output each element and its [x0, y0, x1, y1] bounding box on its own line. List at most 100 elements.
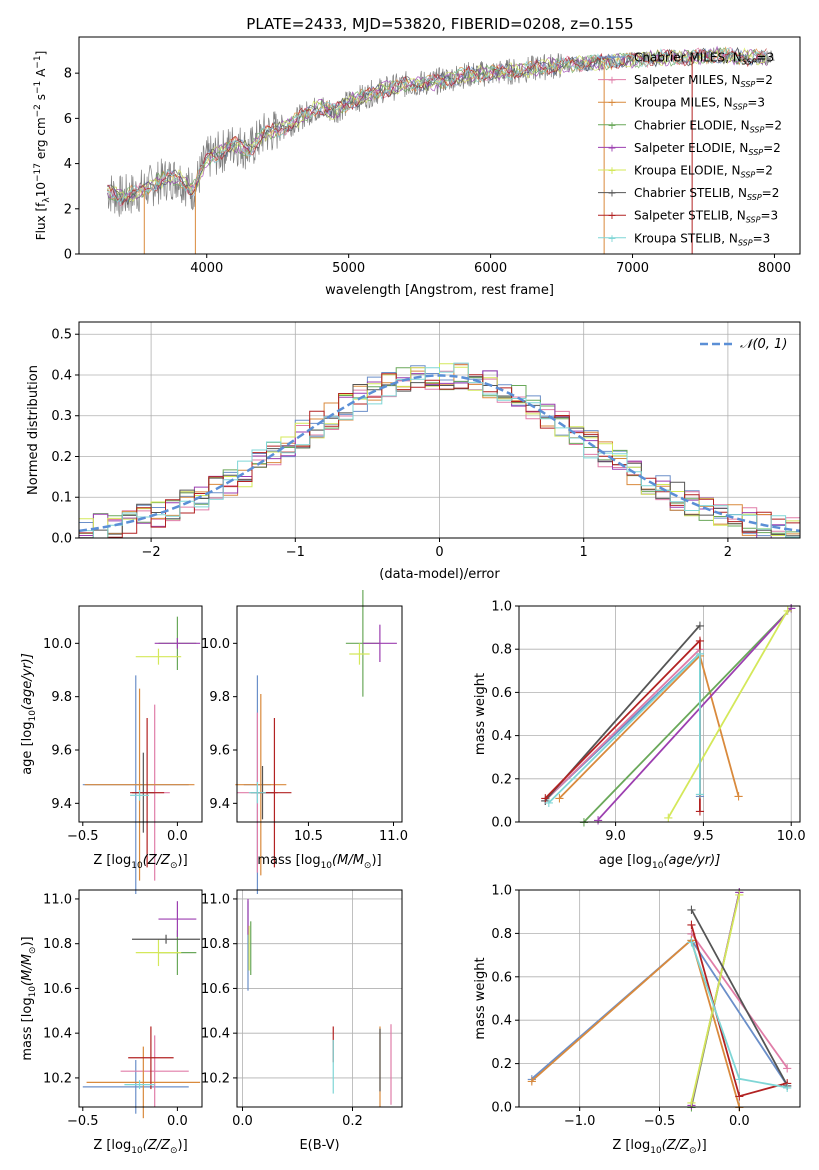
legend-entry-part: SSP: [741, 80, 756, 89]
y-tick-label: 0: [64, 248, 72, 263]
x-tick-label: 9.0: [605, 829, 626, 844]
y-tick-label: 10.0: [43, 637, 72, 652]
legend-entry-part: =2: [755, 73, 773, 87]
model-spectrum-line: [107, 46, 767, 206]
weight-line: [597, 607, 792, 821]
legend-marker: +: [607, 119, 616, 132]
weight-marker: +: [593, 813, 604, 828]
panel-weight-vs-age: ++++++++++++++++++++++9.0 9.5 10.0 0.0 0.2 0.…: [473, 600, 806, 872]
axes-frame: [78, 36, 801, 255]
weight-marker: +: [734, 1090, 745, 1105]
x-axis-label: age [log10(age/yr)]: [599, 853, 721, 871]
x-axis-label-part: (M/M: [332, 853, 364, 868]
x-axis-label-part: )]: [178, 1138, 188, 1153]
x-tick-label: 0: [435, 545, 443, 560]
y-tick-label: 0.4: [491, 729, 512, 744]
y-tick-label: 2: [64, 202, 72, 217]
legend-entry: Kroupa STELIB, NSSP=3: [634, 231, 770, 247]
weight-marker: +: [686, 1096, 697, 1111]
y-tick-label: 8: [64, 67, 72, 82]
y-axis-label-part: )]: [20, 936, 35, 946]
x-axis-label: mass [log10(M/M⊙)]: [257, 853, 381, 871]
x-axis-label-part: mass [log: [257, 853, 320, 868]
y-tick-label: 11.0: [201, 892, 230, 907]
weight-marker: +: [543, 796, 554, 811]
plot-area: [82, 616, 201, 894]
axes-frame: [518, 605, 801, 823]
legend-marker: +: [607, 74, 616, 87]
panel-residuals: −2 −1 0 1 2 0.0 0.1 0.2 0.3 0.4 0.5 (data-model)/er…: [26, 321, 801, 582]
x-tick-label: −0.5: [644, 1114, 676, 1129]
legend-entry-part: Chabrier STELIB, N: [634, 186, 747, 200]
weight-marker: +: [782, 604, 793, 619]
x-axis-label: Z [log10(Z/Z⊙)]: [612, 1138, 706, 1156]
y-axis-label: Flux [fλ10−17 erg cm−2 s−1 A−1]: [33, 51, 52, 241]
legend-entry: Chabrier STELIB, NSSP=2: [634, 186, 779, 202]
legend-entry-part: Kroupa MILES, N: [634, 96, 733, 110]
x-axis-label-part: 10: [131, 861, 143, 871]
plot-area: ++++++++++++++++++++++: [526, 886, 792, 1116]
y-axis-label-part: mass [log: [20, 997, 35, 1060]
x-tick-label: 0.2: [342, 1114, 363, 1129]
legend-entry-part: Chabrier MILES, N: [634, 51, 742, 65]
weight-marker: +: [554, 792, 565, 807]
model-spectrum-line: [107, 47, 767, 201]
weight-line: [690, 941, 788, 1089]
plot-area: [247, 898, 392, 1107]
panel-age-vs-mass: 10.5 11.0 9.4 9.6 9.8 10.0 mass [log10(M/M⊙)]: [201, 590, 408, 894]
x-axis-label-part: )]: [371, 853, 381, 868]
legend-entry-part: Salpeter MILES, N: [634, 73, 741, 87]
axes-frame: [236, 889, 403, 1108]
y-axis-label-part: 10: [28, 986, 38, 998]
y-tick-label: 0.6: [491, 970, 512, 985]
y-tick-label: 1.0: [491, 884, 512, 899]
weight-marker: +: [734, 1072, 745, 1087]
panel-spectrum: 4000 5000 6000 7000 8000 0 2 4 6 8 wavelength [Ang…: [33, 36, 801, 298]
legend-entry: Chabrier MILES, NSSP=3: [634, 51, 774, 67]
y-axis-label-part: −17: [33, 163, 43, 182]
x-tick-label: 7000: [616, 261, 649, 276]
legend-entry: Salpeter MILES, NSSP=2: [634, 73, 773, 89]
x-tick-label: 0.0: [729, 1114, 750, 1129]
plot-area: [235, 590, 397, 894]
y-tick-label: 4: [64, 157, 72, 172]
legend-entry-part: =2: [762, 186, 780, 200]
x-tick-label: 0.0: [167, 1114, 188, 1129]
y-tick-label: 0.6: [491, 686, 512, 701]
weight-marker: +: [782, 1077, 793, 1092]
y-tick-label: 10.6: [43, 982, 72, 997]
y-tick-label: 9.6: [51, 744, 72, 759]
legend-entry-part: SSP: [742, 58, 757, 67]
residual-histogram: [79, 376, 800, 538]
weight-marker: +: [663, 811, 674, 826]
legend-entry-part: SSP: [748, 148, 763, 157]
legend-entry-part: Salpeter ELODIE, N: [634, 141, 748, 155]
y-tick-label: 0.4: [51, 368, 72, 383]
y-tick-label: 10.6: [201, 982, 230, 997]
model-spectrum-line: [107, 48, 767, 206]
weight-marker: +: [526, 1072, 537, 1087]
plot-area: [79, 362, 800, 538]
y-axis-label-part: A: [34, 68, 48, 81]
weight-marker: +: [526, 1074, 537, 1089]
y-tick-label: 0.3: [51, 409, 72, 424]
model-spectrum-line: [107, 47, 767, 204]
y-tick-label: 11.0: [43, 892, 72, 907]
residual-histogram: [79, 362, 800, 538]
legend-marker: +: [607, 187, 616, 200]
y-tick-label: 0.0: [491, 1101, 512, 1116]
plot-area: ++++++++++++++++++++++: [540, 602, 797, 831]
y-tick-label: 9.4: [51, 797, 72, 812]
y-tick-label: 0.0: [51, 532, 72, 547]
x-tick-label: 0.0: [232, 1114, 253, 1129]
legend-entry-part: SSP: [738, 238, 753, 247]
x-tick-label: 6000: [474, 261, 507, 276]
panel-weight-vs-Z: ++++++++++++++++++++++−1.0 −0.5 0.0 0.0 0.2 0…: [473, 884, 801, 1156]
x-axis-label-part: )]: [697, 1138, 707, 1153]
panel-mass-vs-ebv: 0.0 0.2 10.2 10.4 10.6 10.8 11.0 E(B-V): [201, 889, 403, 1153]
y-tick-label: 0.8: [491, 643, 512, 658]
y-axis-label: age [log10(age/yr)]: [20, 653, 38, 775]
x-axis-label-part: 10: [652, 861, 664, 871]
legend-entry-part: =3: [760, 209, 778, 223]
y-axis-label-part: 10: [34, 182, 48, 197]
